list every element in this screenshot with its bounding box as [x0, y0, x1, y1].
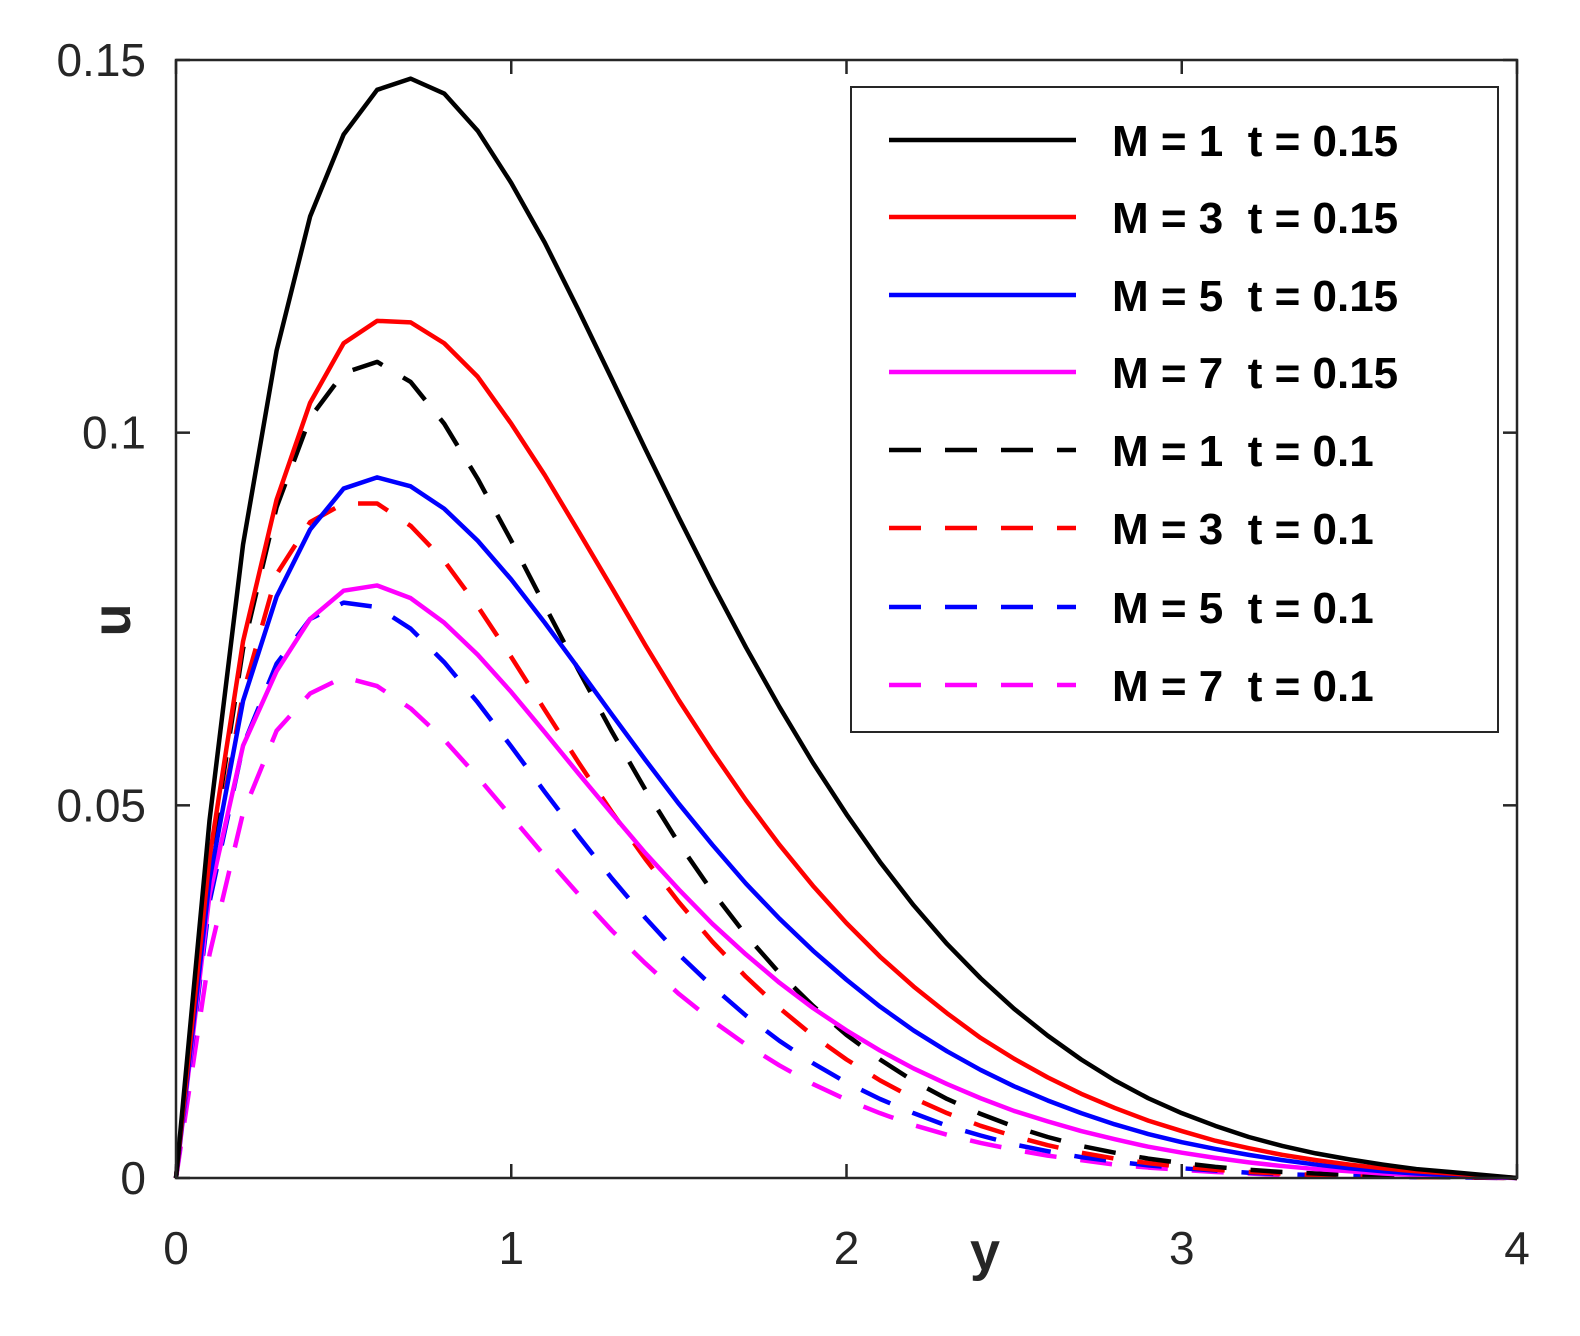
series-line-5 [173, 359, 1518, 1181]
y-tick-labels: 0 0.05 0.1 0.15 [56, 34, 146, 1204]
series-line-3 [173, 475, 1518, 1181]
x-tick-label: 2 [834, 1222, 860, 1274]
legend-box [850, 86, 1499, 733]
series-layer [173, 76, 1518, 1181]
legend-label-1: M = 1 t = 0.15 [1112, 117, 1398, 166]
y-tick-label: 0.05 [56, 779, 146, 831]
series-line-4 [173, 583, 1518, 1181]
legend-label-8: M = 7 t = 0.1 [1112, 662, 1374, 711]
series-line-7 [173, 600, 1518, 1181]
series-line-1 [173, 76, 1518, 1181]
legend-label-2: M = 3 t = 0.15 [1112, 194, 1398, 243]
legend: M = 1 t = 0.15 M = 3 t = 0.15 M = 5 t = 0.… [850, 86, 1499, 733]
legend-label-7: M = 5 t = 0.1 [1112, 584, 1374, 633]
x-tick-label: 1 [498, 1222, 524, 1274]
legend-label-6: M = 3 t = 0.1 [1112, 505, 1374, 554]
legend-items: M = 1 t = 0.15 M = 3 t = 0.15 M = 5 t = 0.… [889, 117, 1398, 711]
x-tick-label: 3 [1169, 1222, 1195, 1274]
y-tick-label: 0 [120, 1152, 146, 1204]
y-tick-label: 0.15 [56, 34, 146, 86]
y-tick-label: 0.1 [82, 407, 146, 459]
x-axis-title: y [970, 1222, 1000, 1282]
x-tick-labels: 0 1 2 3 4 [163, 1222, 1530, 1274]
x-tick-label: 4 [1504, 1222, 1530, 1274]
legend-label-3: M = 5 t = 0.15 [1112, 272, 1398, 321]
x-tick-label: 0 [163, 1222, 189, 1274]
y-axis-title: u [82, 604, 142, 637]
series-line-2 [173, 318, 1518, 1181]
series-line-6 [173, 501, 1518, 1181]
legend-label-4: M = 7 t = 0.15 [1112, 349, 1398, 398]
ticks-layer [174, 58, 1519, 1180]
legend-label-5: M = 1 t = 0.1 [1112, 427, 1374, 476]
